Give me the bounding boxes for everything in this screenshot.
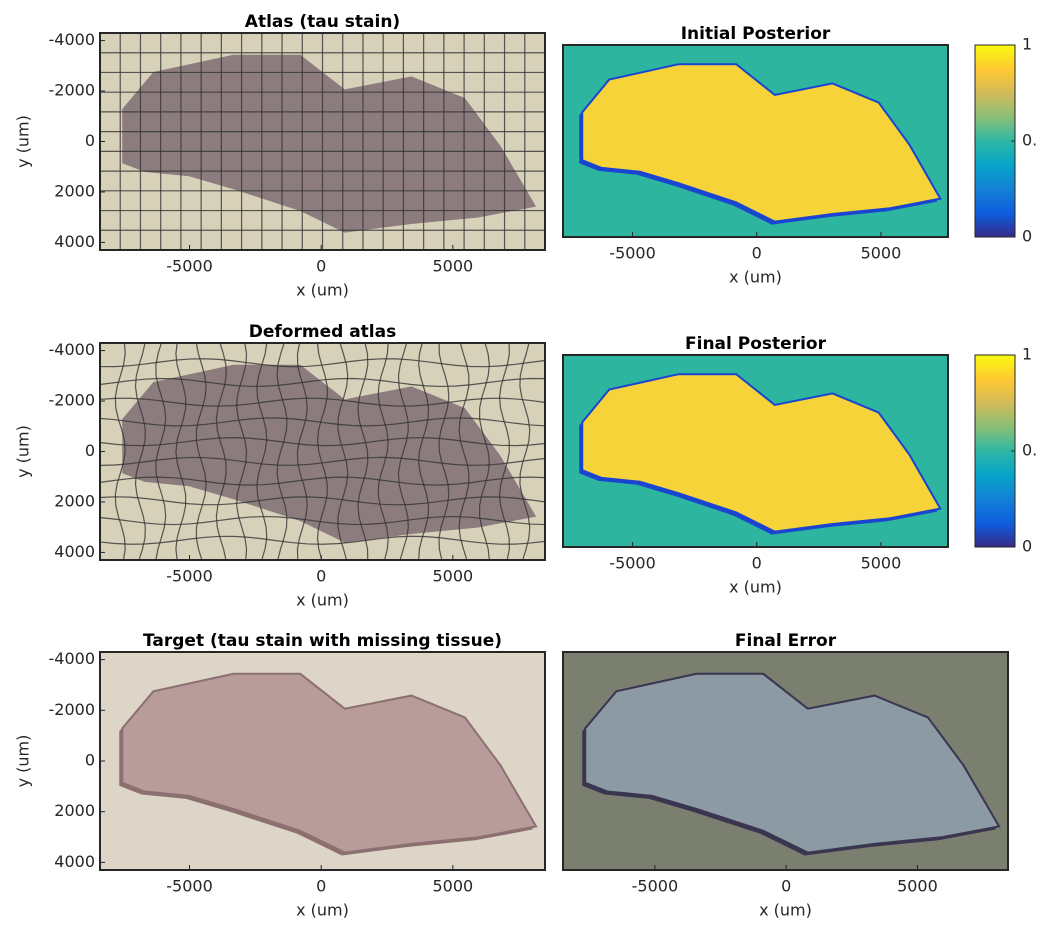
y-tick-label: -2000 [49, 700, 96, 719]
colorbar-tick-label: 0.5 [1022, 131, 1038, 150]
colorbar [975, 45, 1015, 237]
y-tick-label: 0 [85, 131, 95, 150]
y-tick-label: 2000 [54, 181, 95, 200]
colorbar-tick-label: 1 [1022, 35, 1032, 54]
x-tick-label: -5000 [166, 257, 213, 276]
y-tick-label: 4000 [54, 232, 95, 251]
x-tick-label: 0 [752, 554, 762, 573]
x-tick-label: 5000 [861, 554, 902, 573]
x-axis-label: x (um) [296, 281, 349, 300]
colorbar-tick-label: 0 [1022, 537, 1032, 556]
x-tick-label: 0 [316, 567, 326, 586]
x-tick-label: 5000 [897, 877, 938, 896]
y-axis-label: y (um) [14, 115, 33, 168]
x-tick-label: -5000 [609, 244, 656, 263]
panel-title: Target (tau stain with missing tissue) [143, 631, 502, 651]
x-tick-label: 0 [316, 877, 326, 896]
y-axis-label: y (um) [14, 425, 33, 478]
x-tick-label: 0 [781, 877, 791, 896]
panel-title: Final Error [735, 631, 837, 651]
y-tick-label: 2000 [54, 801, 95, 820]
x-axis-label: x (um) [729, 268, 782, 287]
panel-title: Deformed atlas [249, 322, 396, 342]
panel-title: Initial Posterior [681, 24, 831, 44]
panel-title: Final Posterior [685, 334, 827, 354]
x-tick-label: -5000 [609, 554, 656, 573]
y-tick-label: -4000 [49, 649, 96, 668]
y-tick-label: -4000 [49, 30, 96, 49]
x-axis-label: x (um) [729, 578, 782, 597]
panel-title: Atlas (tau stain) [245, 12, 400, 32]
x-tick-label: 5000 [432, 567, 473, 586]
y-tick-label: 0 [85, 751, 95, 770]
y-tick-label: -2000 [49, 391, 96, 410]
y-tick-label: -2000 [49, 81, 96, 100]
x-tick-label: -5000 [166, 567, 213, 586]
x-tick-label: 5000 [432, 877, 473, 896]
y-tick-label: -4000 [49, 340, 96, 359]
figure: Atlas (tau stain) -5000 0 5000 x (um) -4000 -2… [0, 0, 1038, 927]
x-tick-label: 5000 [432, 257, 473, 276]
x-tick-label: 0 [316, 257, 326, 276]
y-tick-label: 4000 [54, 542, 95, 561]
colorbar-tick-label: 0.5 [1022, 441, 1038, 460]
y-tick-label: 4000 [54, 852, 95, 871]
x-tick-label: -5000 [632, 877, 679, 896]
y-tick-label: 0 [85, 441, 95, 460]
x-tick-label: -5000 [166, 877, 213, 896]
x-axis-label: x (um) [759, 901, 812, 920]
y-axis-label: y (um) [14, 735, 33, 788]
x-axis-label: x (um) [296, 901, 349, 920]
x-axis-label: x (um) [296, 591, 349, 610]
colorbar-tick-label: 1 [1022, 345, 1032, 364]
x-tick-label: 5000 [861, 244, 902, 263]
y-tick-label: 2000 [54, 491, 95, 510]
colorbar-tick-label: 0 [1022, 227, 1032, 246]
colorbar [975, 355, 1015, 547]
x-tick-label: 0 [752, 244, 762, 263]
